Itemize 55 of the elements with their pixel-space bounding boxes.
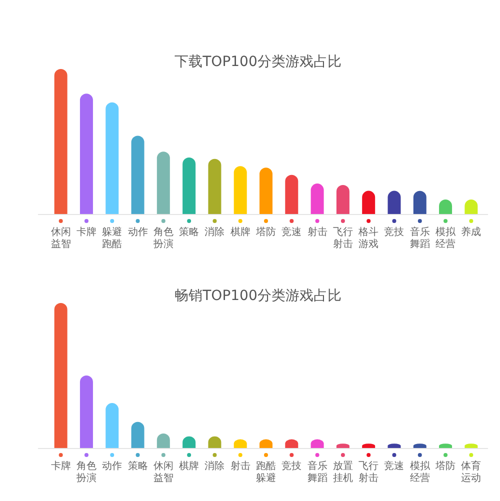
chart-title: 畅销TOP100分类游戏占比 (174, 288, 342, 304)
x-tick-label: 塔防 (255, 226, 276, 238)
bar (388, 190, 401, 214)
bar (106, 102, 119, 214)
bar (54, 69, 68, 214)
bar (260, 168, 272, 214)
chart-title: 下载TOP100分类游戏占比 (174, 54, 342, 70)
x-tick-label: 角色扮演 (152, 226, 174, 250)
bar (182, 157, 196, 214)
x-tick-label: 飞行射击 (358, 461, 379, 484)
x-tick-label: 棋牌 (179, 460, 200, 472)
x-tick-label: 体育运动 (461, 460, 482, 484)
x-tick-label: 卡牌 (76, 226, 96, 238)
bar (156, 152, 170, 214)
x-tick-label: 塔防 (434, 460, 456, 472)
x-tick-label: 角色扮演 (75, 460, 96, 484)
bar (131, 422, 144, 448)
x-tick-label: 放置挂机 (332, 460, 353, 484)
bar (336, 185, 350, 214)
x-tick-label: 休闲益智 (153, 460, 174, 484)
x-tick-label: 卡牌 (50, 460, 71, 472)
x-tick-label: 竞技 (384, 226, 404, 238)
bar (362, 190, 376, 214)
x-tick-label: 跑酷躲避 (256, 460, 276, 484)
bar (234, 166, 247, 214)
x-tick-label: 模拟经营 (410, 460, 431, 484)
x-tick-label: 策略 (179, 226, 200, 238)
x-tick-label: 竞速 (282, 226, 302, 238)
bar (131, 136, 144, 214)
x-tick-label: 策略 (128, 460, 148, 472)
bar (54, 303, 68, 448)
bar (413, 190, 426, 214)
x-tick-label: 动作 (102, 461, 122, 472)
x-tick-label: 棋牌 (230, 226, 250, 238)
x-tick-label: 休闲益智 (50, 226, 71, 250)
x-tick-label: 音乐舞蹈 (307, 460, 328, 484)
x-tick-label: 养成 (461, 226, 482, 238)
x-tick-label: 格斗游戏 (358, 226, 379, 250)
bar (285, 174, 298, 214)
bar (310, 184, 324, 214)
x-tick-label: 射击 (230, 460, 250, 472)
x-tick-label: 射击 (307, 226, 328, 238)
x-tick-label: 消除 (204, 226, 225, 238)
bar (80, 94, 93, 214)
x-tick-label: 动作 (128, 227, 148, 238)
bar (80, 376, 93, 448)
x-tick-label: 音乐舞蹈 (410, 226, 430, 250)
x-tick-label: 飞行射击 (332, 227, 353, 250)
x-tick-label: 模拟经营 (436, 226, 457, 250)
x-tick-label: 消除 (204, 460, 225, 472)
x-tick-label: 竞速 (384, 460, 404, 472)
bar (106, 403, 119, 448)
x-tick-label: 竞技 (282, 460, 302, 472)
x-tick-label: 躲避跑酷 (102, 226, 122, 250)
bar (208, 158, 222, 214)
